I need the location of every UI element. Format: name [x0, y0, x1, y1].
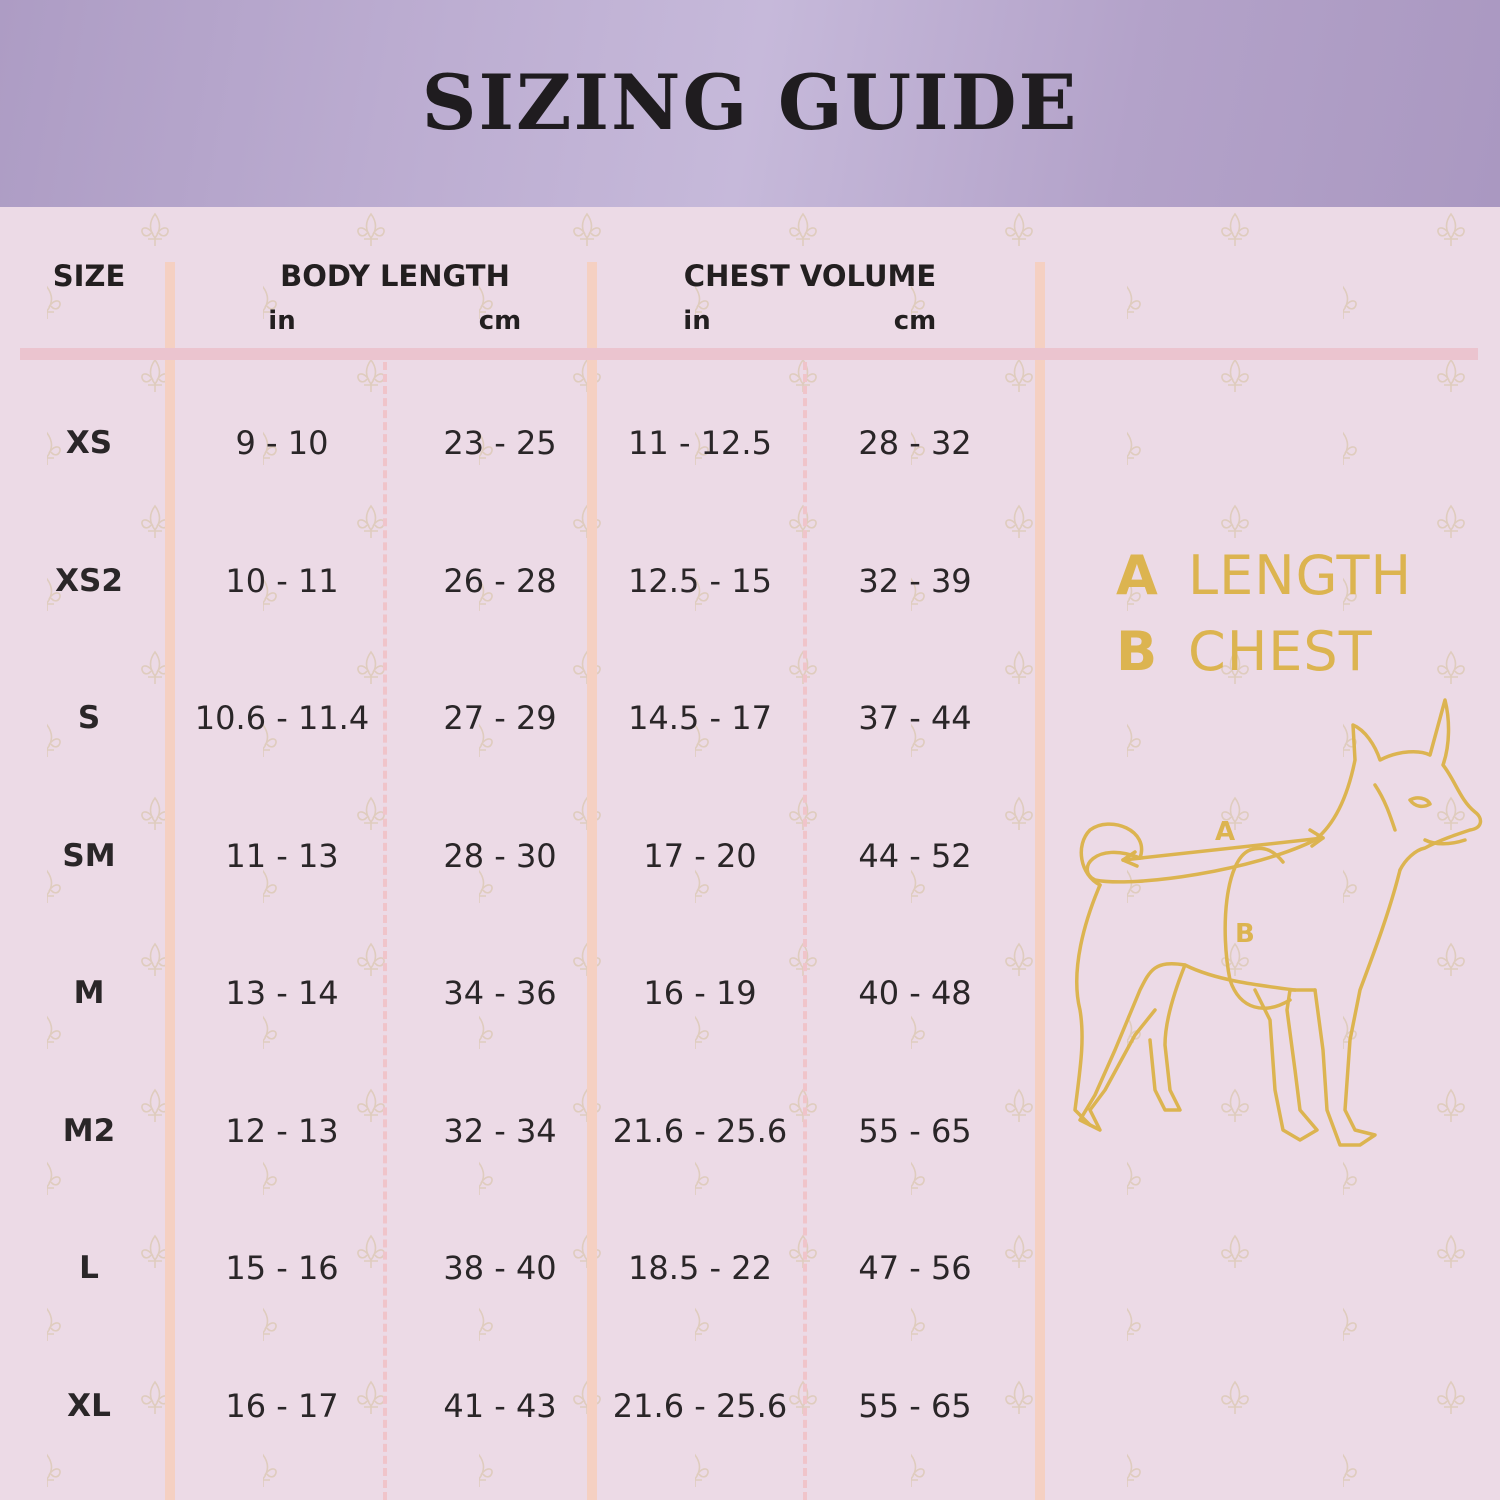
body-length-cm-cell: 23 - 25: [443, 424, 557, 462]
unit-body-cm: cm: [478, 306, 522, 336]
chest-in-cell: 21.6 - 25.6: [612, 1386, 788, 1425]
body-length-cm-cell: 34 - 36: [443, 974, 557, 1012]
body-length-in-cell: 10.6 - 11.4: [194, 699, 370, 737]
legend-letter: A: [1116, 544, 1158, 607]
chest-in-cell: 17 - 20: [643, 836, 757, 875]
chest-cm-cell: 55 - 65: [858, 1386, 972, 1425]
column-divider: [1035, 262, 1045, 1500]
body-length-in-cell: 11 - 13: [225, 836, 339, 875]
body-length-in-cell: 10 - 11: [225, 561, 339, 600]
legend-label: CHEST: [1188, 620, 1373, 683]
body-length-cm-cell: 28 - 30: [443, 836, 557, 875]
chest-cm-cell: 40 - 48: [858, 974, 972, 1012]
chest-in-cell: 12.5 - 15: [628, 561, 772, 600]
body-length-in-cell: 15 - 16: [225, 1249, 339, 1287]
body-length-in-cell: 12 - 13: [225, 1111, 339, 1150]
chest-cm-cell: 28 - 32: [858, 424, 972, 462]
body-length-cm-cell: 26 - 28: [443, 561, 557, 600]
measurement-legend: A LENGTH B CHEST: [1116, 538, 1412, 690]
chest-in-cell: 21.6 - 25.6: [612, 1111, 788, 1150]
size-cell: M2: [62, 1112, 116, 1149]
chest-cm-cell: 55 - 65: [858, 1111, 972, 1150]
chest-cm-cell: 37 - 44: [858, 699, 972, 737]
size-cell: M: [73, 975, 105, 1011]
chest-in-cell: 16 - 19: [643, 974, 757, 1012]
body-length-in-cell: 9 - 10: [235, 424, 329, 462]
chest-cm-cell: 32 - 39: [858, 561, 972, 600]
body-length-cm-cell: 41 - 43: [443, 1386, 557, 1425]
column-divider: [165, 262, 175, 1500]
size-cell: SM: [62, 837, 116, 874]
legend-label: LENGTH: [1188, 544, 1413, 607]
title-banner: SIZING GUIDE: [0, 0, 1500, 207]
diagram-label-a: A: [1215, 817, 1235, 847]
body-length-cm-cell: 32 - 34: [443, 1111, 557, 1150]
unit-divider: [803, 362, 807, 1500]
body-length-in-cell: 16 - 17: [225, 1386, 339, 1425]
unit-divider: [383, 362, 387, 1500]
header-chest-volume: CHEST VOLUME: [683, 259, 937, 293]
dog-outline-icon: A B: [1073, 698, 1483, 1147]
legend-item-chest: B CHEST: [1116, 614, 1412, 690]
diagram-label-b: B: [1235, 919, 1255, 949]
legend-letter: B: [1116, 620, 1158, 683]
legend-item-length: A LENGTH: [1116, 538, 1412, 614]
header-divider: [20, 348, 1478, 360]
header-size: SIZE: [52, 259, 126, 293]
body-length-cm-cell: 27 - 29: [443, 699, 557, 737]
unit-body-in: in: [268, 306, 296, 336]
size-cell: L: [79, 1250, 99, 1286]
size-cell: S: [77, 700, 101, 736]
size-cell: XS2: [55, 562, 123, 599]
size-cell: XL: [67, 1387, 111, 1424]
body-length-in-cell: 13 - 14: [225, 974, 339, 1012]
body-length-cm-cell: 38 - 40: [443, 1249, 557, 1287]
header-body-length: BODY LENGTH: [280, 259, 510, 293]
unit-chest-cm: cm: [893, 306, 937, 336]
chest-in-cell: 14.5 - 17: [628, 699, 772, 737]
page-title: SIZING GUIDE: [421, 58, 1079, 147]
fleur-de-lis-pattern: [0, 207, 1500, 1500]
chest-in-cell: 11 - 12.5: [628, 424, 772, 462]
chest-cm-cell: 44 - 52: [858, 836, 972, 875]
column-divider: [587, 262, 597, 1500]
unit-chest-in: in: [683, 306, 711, 336]
size-cell: XS: [65, 425, 113, 461]
chest-cm-cell: 47 - 56: [858, 1249, 972, 1287]
chest-in-cell: 18.5 - 22: [628, 1249, 772, 1287]
